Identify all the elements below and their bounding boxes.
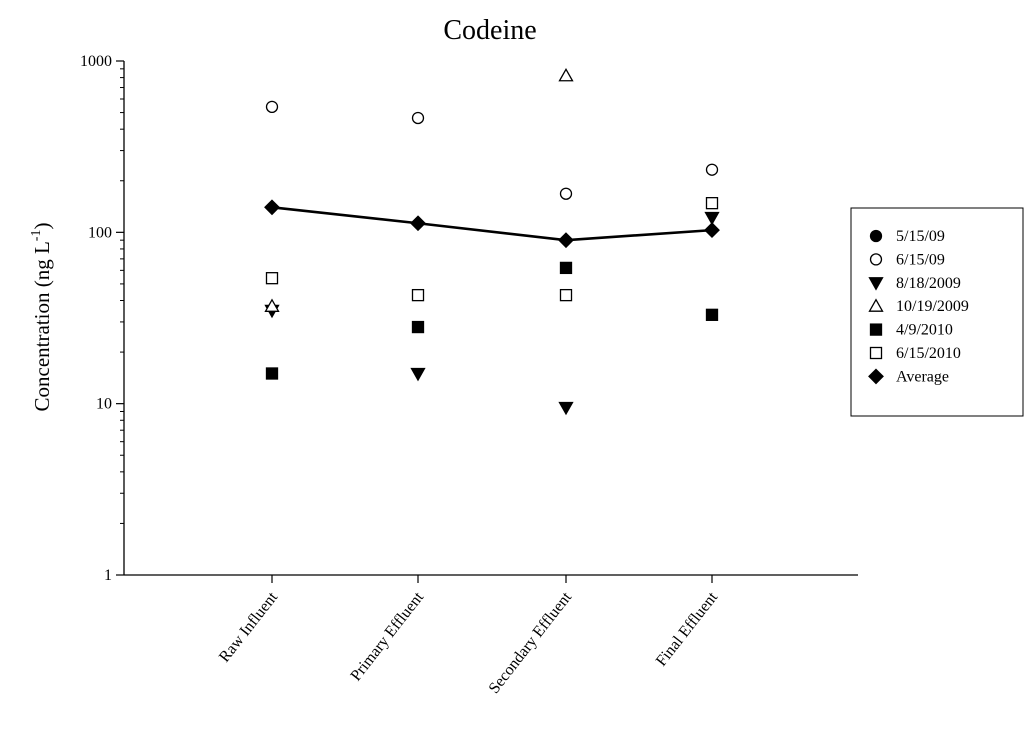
legend-label-8-18-2009: 8/18/2009 [896,275,961,292]
legend-marker-6-15-2010 [869,346,883,360]
point-6-15-09 [559,187,573,200]
x-category-label: Final Effluent [653,589,722,670]
y-axis-label: Concentration (ng L-1) [29,223,54,412]
point-4-9-2010 [559,261,573,275]
x-category-label: Secondary Effluent [486,589,576,697]
point-4-9-2010 [705,308,719,321]
y-tick-label: 1 [104,567,112,584]
legend-label-6-15-2010: 6/15/2010 [896,345,961,362]
x-category-label: Raw Influent [216,589,281,666]
legend-label-6-15-09: 6/15/09 [896,251,945,268]
legend-marker-6-15-09 [869,253,883,266]
point-6-15-09 [265,100,279,113]
point-6-15-09 [411,111,425,125]
point-average [704,222,720,239]
point-average [264,199,280,216]
point-8-18-2009 [558,401,574,416]
point-6-15-2010 [411,288,425,302]
legend-marker-4-9-2010 [869,323,883,336]
legend-marker-10-19-2009 [868,298,884,312]
legend-label-5-15-09: 5/15/09 [896,228,945,245]
y-tick-label: 1000 [80,53,112,70]
data-points [264,67,720,416]
axes: 1 10 100 1000 Raw Influent Primary Effluent Se… [80,53,858,697]
point-6-15-2010 [265,272,279,285]
legend-box [850,207,1024,417]
legend-label-4-9-2010: 4/9/2010 [896,322,953,339]
point-10-19-2009 [264,298,280,312]
y-tick-label: 10 [96,396,112,413]
legend-marker-average [868,368,884,385]
point-6-15-2010 [705,197,719,210]
point-8-18-2009 [410,367,426,382]
point-8-18-2009 [704,211,720,226]
point-6-15-09 [705,163,719,176]
legend-label-10-19-2009: 10/19/2009 [896,298,969,315]
y-tick-label: 100 [88,224,112,241]
point-average [410,215,426,232]
legend-label-average: Average [896,368,949,385]
chart-title: Codeine [443,15,536,46]
point-6-15-2010 [559,288,573,302]
legend-marker-8-18-2009 [868,277,884,291]
legend: 5/15/09 6/15/09 8/18/2009 10/19/2009 4/9/201… [850,207,1024,417]
x-category-label: Primary Effluent [347,589,427,685]
point-4-9-2010 [265,367,279,380]
average-line [271,206,713,242]
point-4-9-2010 [411,320,425,334]
y-axis-label-main: Concentration (ng L [30,241,54,411]
y-axis-label-close: ) [30,223,54,230]
y-axis-label-superscript: -1 [29,230,44,242]
average-line-layer [271,206,713,242]
point-average [558,232,574,249]
legend-marker-5-15-09 [869,229,883,243]
point-10-19-2009 [558,67,574,82]
